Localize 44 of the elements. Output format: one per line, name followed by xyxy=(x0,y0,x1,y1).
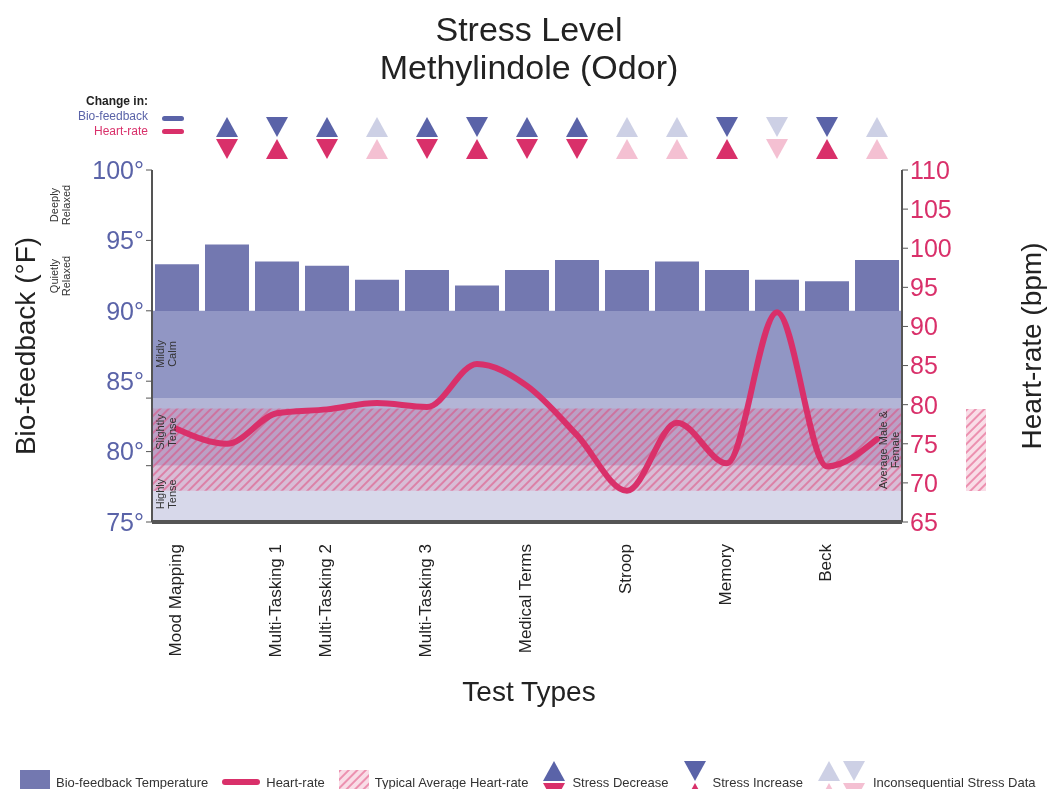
text: Deeply Relaxed xyxy=(48,184,72,228)
y2-tick-label: 80 xyxy=(910,390,938,419)
y2-tick-label: 95 xyxy=(910,273,938,302)
chart-title: Stress Level xyxy=(434,10,624,48)
band-label: Mildly Calm xyxy=(154,339,178,371)
y-tick-label: 75° xyxy=(106,507,144,536)
y2-tick-label: 110 xyxy=(910,155,950,184)
text: Change in: xyxy=(85,94,148,109)
y2-tick-label: 75 xyxy=(910,429,938,458)
y2-tick-label: 70 xyxy=(910,468,938,497)
text: Stress Increase xyxy=(712,774,803,789)
y2-axis-title: Heart-rate (bpm) xyxy=(1016,242,1048,450)
y-tick-label: 85° xyxy=(106,367,144,396)
x-tick-label: Multi-Tasking 1 xyxy=(266,544,286,658)
y2-tick-label: 65 xyxy=(910,507,938,536)
text: Quietly Relaxed xyxy=(48,254,72,298)
legend-label: Heart-rate xyxy=(266,774,325,789)
text: Bio-feedback xyxy=(76,109,148,124)
y-axis-title: Bio-feedback (°F) xyxy=(10,236,42,456)
y2-tick-label: 85 xyxy=(910,351,938,380)
band-label: Average Male & Female xyxy=(877,409,901,490)
legend-label: Bio-feedback Temperature xyxy=(56,774,209,789)
band-label: Slightly Tense xyxy=(154,413,178,452)
band-label: Highly Tense xyxy=(154,477,178,512)
text: Inconsequential Stress Data xyxy=(872,774,1036,789)
y2-tick-label: 105 xyxy=(910,194,952,223)
text: Stress Decrease xyxy=(572,774,669,789)
text: Typical Average Heart-rate xyxy=(374,774,529,789)
y2-tick-label: 90 xyxy=(910,312,938,341)
x-tick-label: Stroop xyxy=(616,544,636,595)
x-tick-label: Mood Mapping xyxy=(166,544,186,657)
y-tick-label: 80° xyxy=(106,437,144,466)
y-tick-label: 90° xyxy=(106,296,144,325)
y2-tick-label: 100 xyxy=(910,234,952,263)
x-tick-label: Medical Terms xyxy=(516,544,536,654)
y-tick-label: 95° xyxy=(106,226,144,255)
text: Heart-rate xyxy=(92,124,148,139)
chart-subtitle: Methylindole (Odor) xyxy=(378,48,680,86)
x-tick-label: Beck xyxy=(816,543,836,582)
x-tick-label: Multi-Tasking 2 xyxy=(316,544,336,658)
x-axis-title: Test Types xyxy=(461,676,597,708)
y-tick-label: 100° xyxy=(92,155,144,184)
x-tick-label: Memory xyxy=(716,543,736,606)
x-tick-label: Multi-Tasking 3 xyxy=(416,544,436,658)
